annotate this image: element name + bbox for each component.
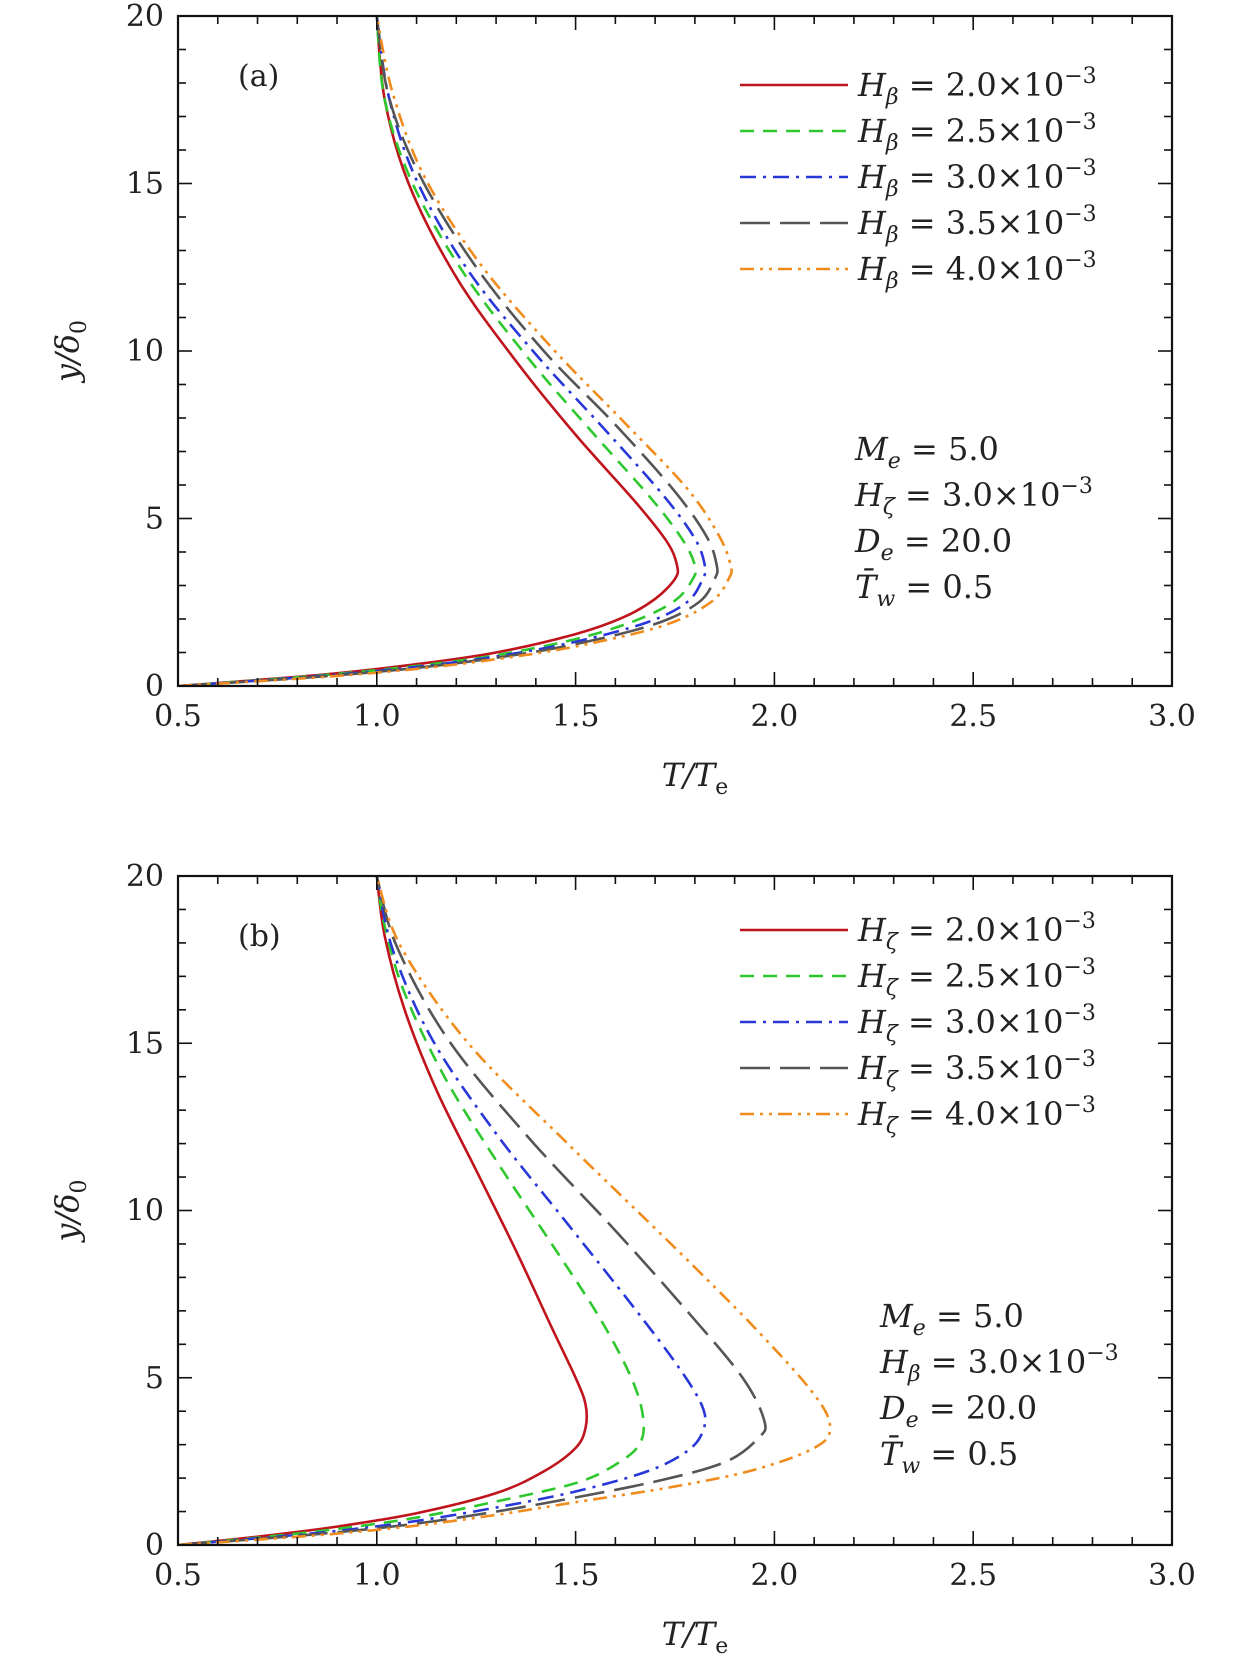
parameter-line-2: Hζ = 3.0×10−3 <box>854 474 1093 520</box>
parameters-block: Me = 5.0Hβ = 3.0×10−3De = 20.0T̄w = 0.5 <box>879 1297 1119 1479</box>
chart-panel-b: 0.5 1.0 1.5 2.0 2.5 3.0 0 5 10 15 20 T/Te y/δ0 (b) Hζ … <box>48 859 1196 1659</box>
parameter-line-1: Me = 5.0 <box>854 430 999 474</box>
parameter-line-4: T̄w = 0.5 <box>880 1435 1018 1479</box>
series-line-5 <box>178 16 733 686</box>
parameter-line-4: T̄w = 0.5 <box>855 568 993 612</box>
y-tick-label: 5 <box>145 1361 164 1396</box>
y-tick-label: 0 <box>145 1528 164 1563</box>
legend-label-2: Hβ = 2.5×10−3 <box>857 110 1097 156</box>
parameter-line-3: De = 20.0 <box>854 522 1012 566</box>
legend-label-4: Hβ = 3.5×10−3 <box>857 202 1097 248</box>
x-tick-label: 1.5 <box>552 1558 600 1593</box>
y-axis-title: y/δ0 <box>48 1179 92 1243</box>
x-tick-label: 3.0 <box>1148 699 1196 734</box>
series-line-1 <box>178 16 680 686</box>
legend: Hβ = 2.0×10−3Hβ = 2.5×10−3Hβ = 3.0×10−3H… <box>740 64 1097 294</box>
x-tick-label: 2.5 <box>949 699 997 734</box>
series-line-3 <box>178 876 707 1545</box>
y-tick-label: 10 <box>126 334 164 369</box>
x-axis-title: T/Te <box>662 756 729 800</box>
y-axis-title: y/δ0 <box>48 320 92 384</box>
series-line-1 <box>178 876 589 1545</box>
x-tick-label: 1.5 <box>552 699 600 734</box>
legend-label-1: Hβ = 2.0×10−3 <box>857 64 1097 110</box>
x-tick-label: 3.0 <box>1148 1558 1196 1593</box>
y-tick-label: 20 <box>126 859 164 894</box>
chart-panel-a: 0.5 1.0 1.5 2.0 2.5 3.0 0 5 10 15 20 T/Te y/δ0 (a) Hβ … <box>48 0 1196 800</box>
series-line-2 <box>178 16 698 686</box>
legend-label-5: Hζ = 4.0×10−3 <box>857 1093 1096 1139</box>
legend-label-3: Hβ = 3.0×10−3 <box>857 156 1097 202</box>
y-tick-label: 20 <box>126 0 164 34</box>
legend-label-1: Hζ = 2.0×10−3 <box>857 909 1096 955</box>
series-line-2 <box>178 876 646 1545</box>
y-tick-label: 15 <box>126 1026 164 1061</box>
x-tick-label: 0.5 <box>154 1558 202 1593</box>
legend-label-2: Hζ = 2.5×10−3 <box>857 955 1096 1001</box>
y-tick-label: 0 <box>145 669 164 704</box>
parameter-line-1: Me = 5.0 <box>879 1297 1024 1341</box>
y-tick-label: 5 <box>145 502 164 537</box>
panel-label: (a) <box>238 59 279 94</box>
x-tick-label: 2.5 <box>949 1558 997 1593</box>
series-line-4 <box>178 16 719 686</box>
parameters-block: Me = 5.0Hζ = 3.0×10−3De = 20.0T̄w = 0.5 <box>854 430 1093 612</box>
x-tick-label: 0.5 <box>154 699 202 734</box>
parameter-line-3: De = 20.0 <box>879 1389 1037 1433</box>
x-tick-label: 2.0 <box>751 699 799 734</box>
legend-label-3: Hζ = 3.0×10−3 <box>857 1001 1096 1047</box>
panel-label: (b) <box>238 919 281 954</box>
x-tick-label: 1.0 <box>353 1558 401 1593</box>
x-tick-label: 2.0 <box>751 1558 799 1593</box>
y-tick-label: 10 <box>126 1194 164 1229</box>
legend-label-4: Hζ = 3.5×10−3 <box>857 1047 1096 1093</box>
series-line-5 <box>178 876 832 1545</box>
parameter-line-2: Hβ = 3.0×10−3 <box>879 1341 1119 1387</box>
y-tick-label: 15 <box>126 167 164 202</box>
legend: Hζ = 2.0×10−3Hζ = 2.5×10−3Hζ = 3.0×10−3H… <box>740 909 1096 1139</box>
x-tick-label: 1.0 <box>353 699 401 734</box>
legend-label-5: Hβ = 4.0×10−3 <box>857 248 1097 294</box>
series-line-3 <box>178 16 707 686</box>
series-line-4 <box>178 876 767 1545</box>
x-axis-title: T/Te <box>662 1615 729 1659</box>
